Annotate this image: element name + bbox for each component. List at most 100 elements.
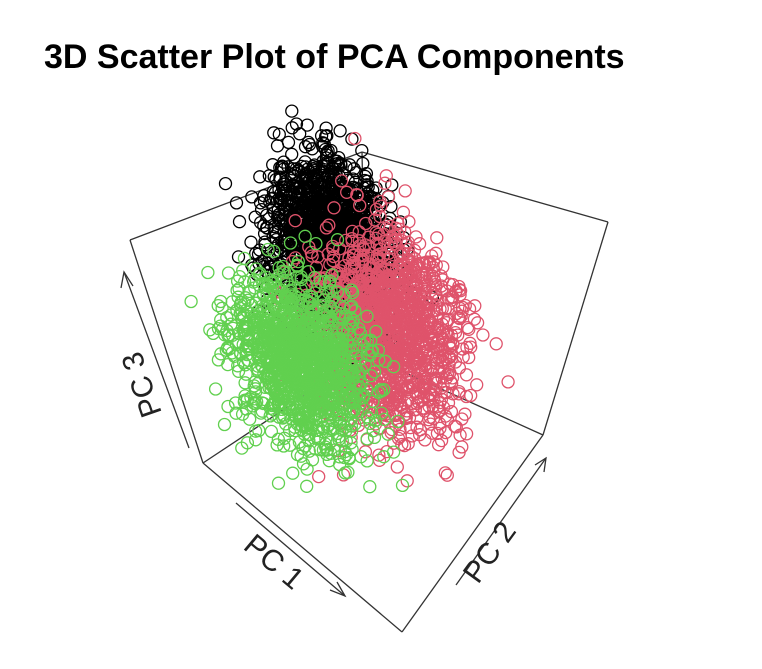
pc3-axis-arrow xyxy=(123,271,190,449)
data-point xyxy=(345,258,360,272)
data-point xyxy=(260,220,274,235)
data-point xyxy=(418,370,432,384)
data-point xyxy=(325,268,339,282)
data-point xyxy=(393,376,407,390)
data-point xyxy=(326,291,340,305)
data-point xyxy=(286,367,301,382)
data-point xyxy=(229,337,244,352)
data-point xyxy=(314,129,329,143)
data-point xyxy=(269,172,283,187)
data-point xyxy=(285,104,299,118)
data-point xyxy=(404,295,418,310)
data-point xyxy=(308,442,322,456)
data-point xyxy=(395,400,409,415)
data-point xyxy=(436,400,451,415)
data-point xyxy=(290,270,304,284)
data-point xyxy=(435,301,449,316)
data-point xyxy=(236,355,251,369)
data-point xyxy=(306,177,320,192)
data-point xyxy=(463,336,477,350)
data-point xyxy=(425,268,439,283)
data-point xyxy=(301,374,315,388)
data-point xyxy=(342,380,356,394)
data-point xyxy=(230,274,245,288)
data-point xyxy=(225,295,239,309)
data-point xyxy=(307,318,321,333)
data-point xyxy=(403,420,418,435)
data-point xyxy=(267,382,281,396)
data-point xyxy=(378,234,392,248)
data-point xyxy=(401,314,415,328)
data-point xyxy=(396,205,411,219)
data-point xyxy=(279,398,293,412)
data-point xyxy=(288,251,303,265)
data-points xyxy=(184,104,515,494)
data-point xyxy=(460,340,474,355)
data-point xyxy=(428,340,443,354)
x-axis-label: PC 1 xyxy=(238,528,310,596)
data-point xyxy=(318,337,333,351)
data-point xyxy=(360,410,374,424)
data-point xyxy=(323,300,338,314)
data-point xyxy=(394,233,408,247)
data-point xyxy=(213,319,228,333)
data-point xyxy=(333,251,347,265)
data-point xyxy=(263,338,278,352)
data-point xyxy=(443,374,458,389)
data-point xyxy=(254,202,269,217)
data-point xyxy=(409,384,423,399)
data-point xyxy=(319,221,334,235)
data-point xyxy=(389,299,403,313)
data-point xyxy=(330,233,345,247)
data-point xyxy=(442,357,456,372)
data-point xyxy=(381,238,395,252)
data-point xyxy=(298,341,312,355)
data-point xyxy=(348,131,362,146)
data-point xyxy=(316,136,330,150)
data-point xyxy=(298,349,312,363)
data-point xyxy=(400,262,414,276)
data-point xyxy=(395,383,409,397)
data-point xyxy=(294,384,308,399)
data-point xyxy=(345,285,360,300)
data-point xyxy=(408,252,422,266)
data-point xyxy=(283,225,297,240)
data-point xyxy=(265,337,279,351)
pc1-axis-arrow xyxy=(235,502,346,597)
data-point xyxy=(414,366,428,380)
data-point xyxy=(333,340,347,354)
data-point xyxy=(299,358,314,372)
data-point xyxy=(313,443,327,457)
data-point xyxy=(296,328,310,342)
data-point xyxy=(222,328,236,342)
data-point xyxy=(292,435,307,449)
data-point xyxy=(257,226,272,241)
data-point xyxy=(395,303,410,317)
data-point xyxy=(470,378,484,392)
data-point xyxy=(306,360,320,374)
data-point xyxy=(391,216,405,231)
data-point xyxy=(253,170,267,184)
data-point xyxy=(401,289,415,304)
data-point xyxy=(398,268,413,282)
data-point xyxy=(418,284,433,298)
data-point xyxy=(260,301,274,316)
data-point xyxy=(240,392,255,407)
data-point xyxy=(300,294,314,308)
data-point xyxy=(184,294,198,309)
data-point xyxy=(377,292,391,306)
data-point xyxy=(359,205,374,220)
data-point xyxy=(335,382,350,397)
data-point xyxy=(368,213,382,227)
data-point xyxy=(395,478,410,493)
data-point xyxy=(393,254,407,268)
data-point xyxy=(420,303,435,317)
data-point xyxy=(374,199,388,213)
data-point xyxy=(310,310,324,325)
data-point xyxy=(410,420,424,434)
data-point xyxy=(369,288,384,302)
data-point xyxy=(322,218,336,232)
data-point xyxy=(324,283,338,298)
data-point xyxy=(251,376,265,390)
data-point xyxy=(208,382,223,396)
